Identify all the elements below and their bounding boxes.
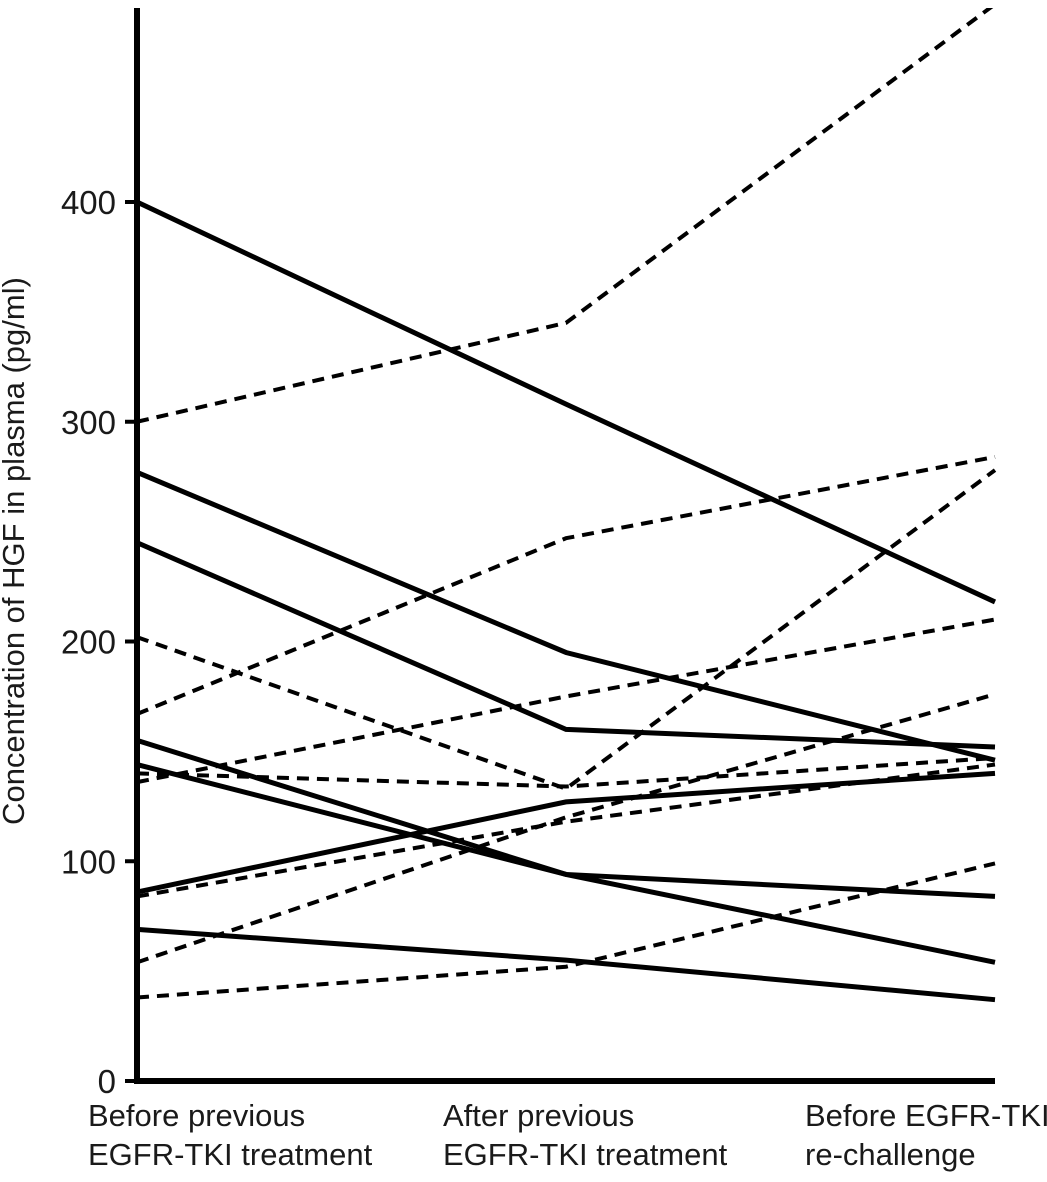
y-tick-label: 300: [61, 404, 116, 441]
x-category-rechallenge: Before EGFR-TKI re-challenge: [805, 1096, 1047, 1174]
series-line-solid-4: [136, 738, 996, 965]
y-tick-label: 200: [61, 624, 116, 661]
series-line-solid-2: [136, 469, 996, 763]
series-line-dashed-3: [136, 454, 996, 716]
x-category-after-previous: After previous EGFR-TKI treatment: [443, 1096, 727, 1174]
series-line-dashed-8: [136, 861, 996, 1000]
x-category-line2: EGFR-TKI treatment: [88, 1137, 373, 1172]
y-axis-title: Concentration of HGF in plasma (pg/ml): [0, 277, 31, 825]
series-line-dashed-2: [136, 468, 997, 791]
series-line-dashed-7: [136, 692, 996, 965]
x-category-line2: re-challenge: [805, 1137, 976, 1172]
x-category-line1: After previous: [443, 1098, 635, 1133]
x-category-line2: EGFR-TKI treatment: [443, 1137, 728, 1172]
y-tick-label: 400: [61, 184, 116, 221]
series-line-dashed-5: [136, 617, 996, 785]
series-line-solid-1: [135, 199, 997, 605]
series-line-dashed-1: [136, 8, 994, 424]
x-category-line1: Before EGFR-TKI: [805, 1098, 1047, 1133]
series-line-solid-3: [136, 540, 996, 750]
series-line-dashed-4: [136, 755, 996, 789]
x-category-line1: Before previous: [88, 1098, 306, 1133]
series-line-solid-7: [136, 926, 996, 1003]
series-line-solid-5: [136, 762, 996, 899]
series-line-dashed-6: [136, 762, 996, 899]
y-tick-label: 0: [98, 1063, 116, 1100]
y-tick-label: 100: [61, 843, 116, 880]
x-category-before-previous: Before previous EGFR-TKI treatment: [88, 1096, 372, 1174]
